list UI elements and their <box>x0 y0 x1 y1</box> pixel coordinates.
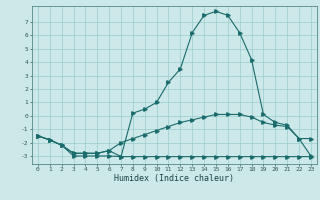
X-axis label: Humidex (Indice chaleur): Humidex (Indice chaleur) <box>115 174 234 183</box>
